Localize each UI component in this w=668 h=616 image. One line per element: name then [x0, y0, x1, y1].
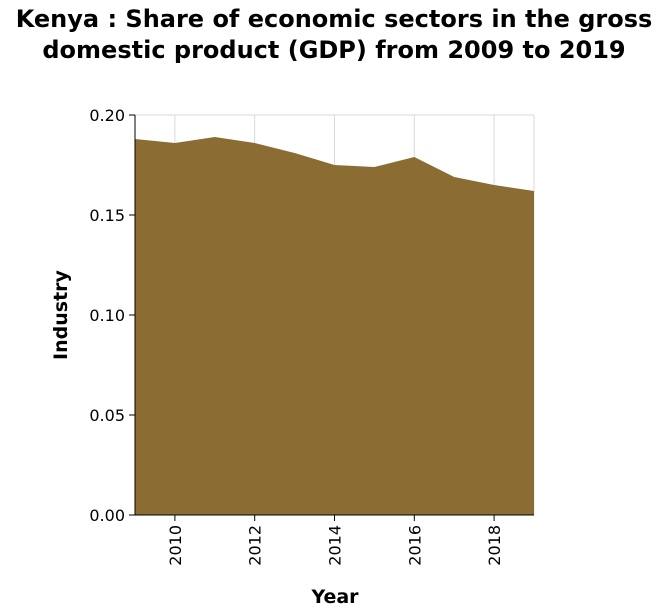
area-series: [135, 137, 534, 515]
y-tick-label: 0.20: [89, 106, 125, 125]
x-axis-title: Year: [310, 586, 359, 608]
axes: 0.00 0.05 0.10 0.15 0.20 2010 2012 2014 2016 2018: [89, 106, 534, 566]
plot-area: [135, 137, 534, 515]
y-tick-label: 0.05: [89, 406, 125, 425]
x-tick-label: 2018: [485, 525, 504, 566]
x-tick-label: 2014: [326, 525, 345, 566]
y-tick-label: 0.15: [89, 206, 125, 225]
y-tick-label: 0.00: [89, 506, 125, 525]
x-tick-label: 2010: [166, 525, 185, 566]
chart-title: Kenya : Share of economic sectors in the…: [15, 5, 653, 64]
x-tick-label: 2016: [405, 525, 424, 566]
y-axis-title: Industry: [50, 269, 72, 359]
x-tick-label: 2012: [246, 525, 265, 566]
y-tick-label: 0.10: [89, 306, 125, 325]
